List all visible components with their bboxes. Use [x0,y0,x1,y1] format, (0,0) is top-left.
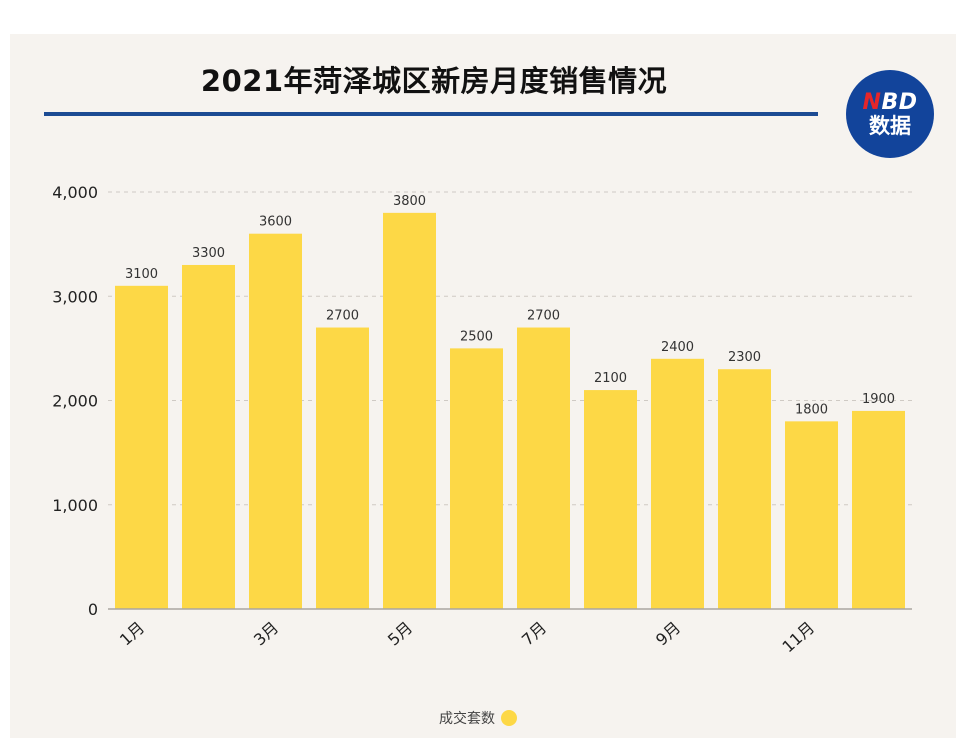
bar[interactable] [718,369,771,609]
x-tick-label: 1月 [116,618,148,650]
bar[interactable] [115,285,168,609]
data-label: 1900 [862,392,895,407]
bars [115,212,905,609]
data-label: 2400 [661,340,694,355]
chart-title: 2021年菏泽城区新房月度销售情况 [200,64,668,98]
logo-line1: NBD [863,91,918,114]
x-tick-label: 11月 [778,618,818,656]
data-label: 2100 [594,371,627,386]
logo-accent-letter: N [862,90,882,116]
y-tick-label: 2,000 [52,392,98,411]
logo-line2: 数据 [869,113,911,138]
bar[interactable] [182,264,235,609]
data-labels: 3100 3300 3600 2700 3800 2500 2700 2100 2400 2300… [125,194,895,418]
bar[interactable] [383,212,436,609]
bar[interactable] [249,233,302,609]
gridlines [108,191,912,506]
data-label: 1800 [795,402,828,417]
bar[interactable] [584,390,637,609]
y-tick-label: 3,000 [52,287,98,306]
x-tick-label: 5月 [384,618,416,650]
data-label: 2500 [460,329,493,344]
bar[interactable] [450,348,503,609]
data-label: 2700 [527,309,560,324]
y-axis-ticks: 0 1,000 2,000 3,000 4,000 [52,183,98,619]
y-tick-label: 0 [88,600,98,619]
bar[interactable] [517,327,570,609]
bar[interactable] [785,421,838,609]
bar[interactable] [852,410,905,609]
data-label: 3300 [192,246,225,261]
data-label: 2300 [728,350,761,365]
nbd-logo: NBD 数据 [846,70,934,158]
y-tick-label: 4,000 [52,183,98,202]
legend-label: 成交套数 [439,711,495,727]
data-label: 3100 [125,267,158,282]
data-label: 3800 [393,194,426,209]
logo-letters: BD [881,90,918,116]
bar[interactable] [316,327,369,609]
legend-swatch [501,710,517,726]
x-tick-label: 3月 [250,618,282,650]
x-tick-label: 9月 [652,618,684,650]
bar[interactable] [651,358,704,609]
title-underline [44,112,818,116]
data-label: 2700 [326,309,359,324]
x-axis-ticks: 1月 3月 5月 7月 9月 11月 [116,618,818,656]
data-label: 3600 [259,215,292,230]
y-tick-label: 1,000 [52,496,98,515]
legend[interactable]: 成交套数 [0,708,956,728]
x-tick-label: 7月 [518,618,550,650]
